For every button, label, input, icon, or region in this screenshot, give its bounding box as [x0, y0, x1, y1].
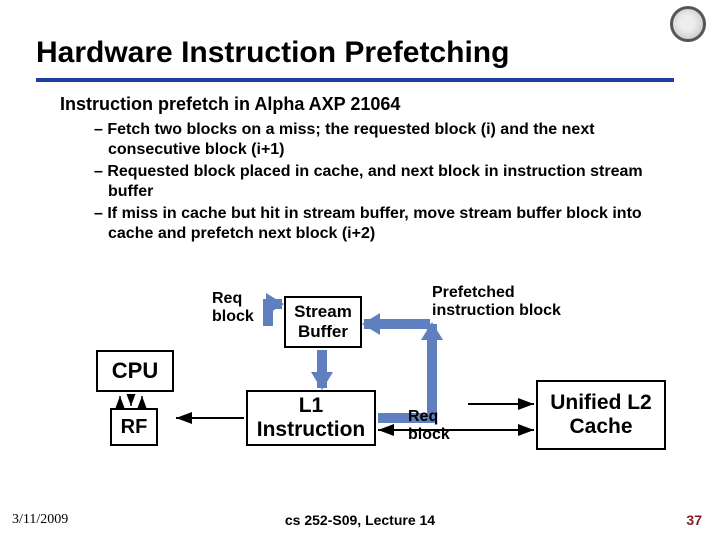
box-stream: StreamBuffer — [284, 296, 362, 348]
bullet-item: – If miss in cache but hit in stream buf… — [94, 204, 676, 244]
bullet-item: – Requested block placed in cache, and n… — [94, 162, 676, 202]
diagram-area: CPU RF StreamBuffer L1Instruction Unified L2… — [0, 280, 720, 480]
footer-page: 37 — [686, 512, 702, 528]
bullet-list: – Fetch two blocks on a miss; the reques… — [94, 120, 676, 246]
thick-arrow-head — [311, 372, 333, 390]
seal-icon — [670, 6, 706, 42]
footer-center: cs 252-S09, Lecture 14 — [0, 512, 720, 528]
box-rf: RF — [110, 408, 158, 446]
slide-subtitle: Instruction prefetch in Alpha AXP 21064 — [60, 94, 400, 115]
thick-arrow-head — [362, 313, 380, 335]
label-req1: Reqblock — [212, 290, 254, 325]
bullet-text: Requested block placed in cache, and nex… — [107, 163, 642, 200]
title-underline — [36, 78, 674, 82]
box-l2: Unified L2Cache — [536, 380, 666, 450]
label-req2: Reqblock — [408, 408, 450, 443]
box-cpu: CPU — [96, 350, 174, 392]
bullet-item: – Fetch two blocks on a miss; the reques… — [94, 120, 676, 160]
bullet-text: If miss in cache but hit in stream buffe… — [107, 205, 641, 242]
box-l1: L1Instruction — [246, 390, 376, 446]
bullet-text: Fetch two blocks on a miss; the requeste… — [107, 121, 594, 158]
thick-arrow-head — [266, 293, 284, 315]
label-prefetch: Prefetchedinstruction block — [432, 284, 561, 319]
slide-title: Hardware Instruction Prefetching — [36, 36, 509, 70]
